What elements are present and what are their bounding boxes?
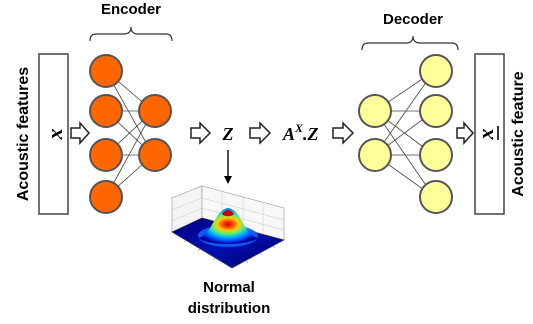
encoder-node [138,94,172,128]
encoder-brace [89,26,173,42]
latent-symbol: Z [222,124,234,144]
encoder-node [89,94,123,128]
output-symbol: x [473,129,498,141]
hollow-right-arrow-icon [70,121,91,145]
decoder-network [358,54,453,214]
decoder-node [419,138,453,172]
hollow-right-arrow-icon [190,121,212,145]
decoder-node [419,94,453,128]
decoder-node [358,138,392,172]
plot-peak-highlight [222,210,234,217]
transform-suffix: .Z [303,124,319,144]
encoder-node [89,180,123,214]
plot-tick-marks [183,239,276,264]
encoder-node [89,138,123,172]
input-box-frame [38,53,69,215]
decoder-node [358,94,392,128]
distribution-caption-line2: distribution [188,300,271,317]
output-box-frame [474,53,505,215]
input-symbol: x [42,129,67,141]
hollow-right-arrow-icon [456,121,475,145]
output-box: x Acoustic feature [473,53,527,215]
input-box: x Acoustic features [15,53,69,215]
input-label: Acoustic features [15,67,32,201]
encoder-title: Encoder [101,1,161,18]
decoder-brace [361,35,459,51]
encoder-network [89,54,172,214]
encoder-connections [105,70,154,198]
encoder-node [89,54,123,88]
decoder-node [419,54,453,88]
normal-distribution-plot [171,185,285,269]
transform-superscript: X [294,121,304,135]
latent-transform: AX.Z [282,121,319,144]
decoder-title: Decoder [383,11,443,28]
output-label: Acoustic feature [510,71,527,196]
hollow-right-arrow-icon [332,121,355,145]
hollow-right-arrow-icon [249,121,272,145]
decoder-node [419,180,453,214]
transform-base: A [282,124,295,144]
distribution-caption-line1: Normal [203,279,255,296]
down-arrow-icon [224,150,232,184]
decoder-connections [374,70,435,198]
encoder-node [138,138,172,172]
plot-gaussian-peak [198,208,258,244]
